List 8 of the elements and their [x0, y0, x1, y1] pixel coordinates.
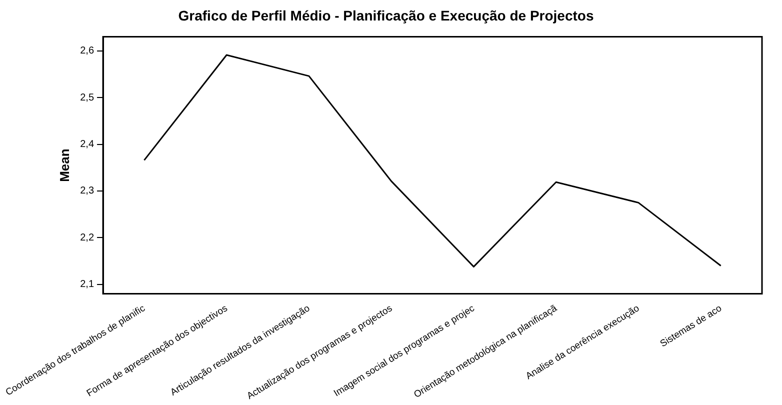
y-tick-label: 2,5 — [80, 92, 94, 104]
y-tick-label: 2,6 — [80, 46, 94, 57]
y-tick-label: 2,1 — [80, 279, 94, 290]
y-tick-label: 2,4 — [80, 139, 94, 150]
y-axis-title: Mean — [56, 148, 72, 182]
y-tick-label: 2,3 — [80, 186, 94, 197]
chart-title: Grafico de Perfil Médio - Planificação e Execução de Projectos — [178, 7, 594, 24]
y-tick-label: 2,2 — [80, 232, 94, 244]
